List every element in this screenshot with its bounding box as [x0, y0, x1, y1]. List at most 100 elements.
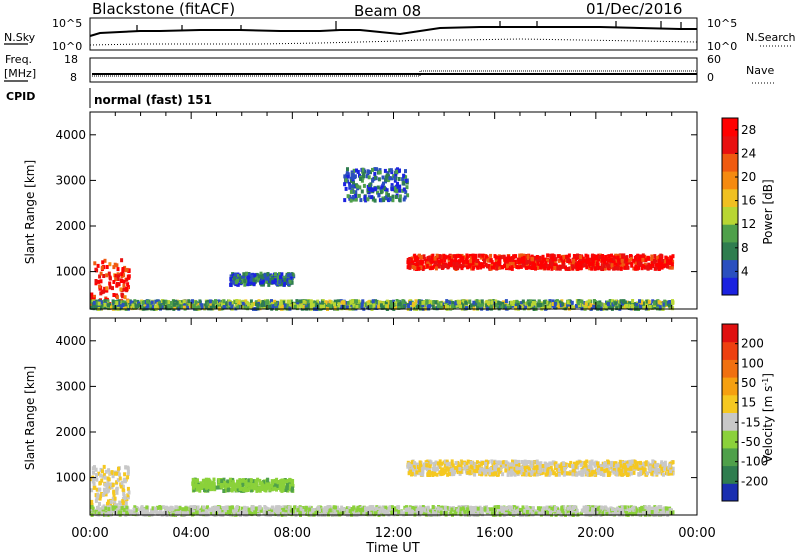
- echo-cell-4: [352, 305, 356, 310]
- echo-cell-4: [235, 299, 239, 303]
- echo-cell-3: [591, 256, 595, 261]
- echo-cell-2: [600, 467, 604, 472]
- echo-cell-2: [363, 195, 367, 200]
- echo-cell-2: [384, 177, 388, 182]
- echo-cell-3: [516, 257, 520, 262]
- echo-cell-2: [663, 460, 667, 465]
- echo-cell-2: [516, 470, 520, 475]
- echo-cell-4: [540, 305, 544, 310]
- echo-cell-2: [523, 459, 527, 464]
- colorbar-tick-label: 8: [741, 241, 749, 255]
- echo-cell-0: [107, 271, 111, 276]
- echo-cell-2: [527, 460, 531, 464]
- echo-cell-3: [448, 263, 452, 268]
- echo-cell-1: [229, 282, 233, 287]
- echo-cell-3: [525, 265, 528, 270]
- echo-cell-4: [609, 305, 613, 310]
- echo-cell-2: [502, 460, 506, 465]
- echo-cell-2: [619, 472, 623, 477]
- echo-cell-2: [402, 173, 406, 178]
- echo-cell-4: [180, 305, 184, 310]
- echo-cell-2: [646, 471, 649, 476]
- echo-cell-4: [651, 299, 655, 304]
- echo-cell-3: [602, 264, 606, 269]
- echo-cell-2: [614, 461, 618, 466]
- echo-cell-2: [503, 462, 507, 467]
- echo-cell-2: [549, 471, 553, 476]
- echo-cell-1: [226, 479, 230, 484]
- echo-cell-4: [230, 304, 234, 309]
- echo-cell-4: [623, 300, 627, 305]
- echo-cell-3: [659, 253, 663, 258]
- echo-cell-2: [621, 472, 625, 476]
- echo-cell-4: [375, 306, 379, 310]
- echo-cell-4: [367, 300, 371, 305]
- echo-cell-2: [577, 470, 581, 475]
- echo-cell-1: [233, 275, 236, 280]
- echo-cell-1: [270, 487, 274, 492]
- echo-cell-3: [622, 262, 626, 267]
- echo-cell-0: [102, 473, 106, 478]
- echo-cell-2: [583, 467, 587, 472]
- echo-cell-2: [512, 460, 516, 464]
- echo-cell-4: [543, 305, 547, 310]
- echo-cell-3: [531, 259, 535, 264]
- echo-cell-4: [345, 301, 349, 305]
- echo-cell-0: [108, 281, 112, 286]
- echo-cell-0: [91, 477, 95, 482]
- echo-cell-1: [245, 483, 249, 488]
- echo-cell-4: [580, 304, 584, 309]
- echo-cell-3: [556, 254, 560, 259]
- echo-cell-2: [516, 460, 520, 465]
- echo-cell-3: [637, 261, 641, 266]
- colorbar-tick-label: 12: [741, 217, 756, 231]
- echo-cell-3: [508, 266, 512, 271]
- echo-cell-4: [580, 306, 584, 311]
- nsky-spikes: [136, 21, 682, 31]
- echo-cell-2: [417, 471, 421, 476]
- echo-cell-4: [502, 304, 506, 309]
- echo-cell-4: [587, 302, 591, 307]
- echo-cell-2: [470, 460, 474, 465]
- echo-cell-3: [427, 255, 431, 260]
- echo-cell-4: [361, 299, 365, 304]
- echo-cell-2: [393, 186, 397, 191]
- echo-cell-2: [504, 460, 508, 465]
- echo-cell-2: [376, 185, 380, 190]
- echo-cell-4: [227, 299, 231, 304]
- echo-cell-0: [92, 485, 96, 490]
- echo-cell-3: [666, 264, 670, 269]
- echo-cell-4: [399, 305, 403, 310]
- colorbar-swatch: [722, 188, 738, 207]
- echo-cell-4: [511, 302, 515, 306]
- echo-cell-4: [149, 301, 152, 306]
- echo-cell-4: [92, 300, 96, 305]
- echo-cell-1: [267, 483, 271, 488]
- echo-cell-2: [453, 465, 457, 470]
- echo-cell-0: [95, 477, 99, 482]
- echo-cell-3: [483, 260, 486, 265]
- echo-cell-3: [634, 256, 638, 261]
- echo-cell-4: [167, 304, 171, 309]
- echo-cell-4: [633, 302, 637, 307]
- echo-cell-1: [259, 271, 263, 276]
- echo-cell-2: [520, 470, 524, 475]
- echo-cell-4: [311, 303, 315, 308]
- echo-cell-3: [412, 262, 416, 267]
- echo-cell-1: [259, 280, 263, 285]
- echo-cell-4: [115, 301, 119, 306]
- echo-cell-4: [413, 302, 417, 307]
- echo-cell-4: [413, 305, 417, 310]
- echo-cell-2: [636, 461, 640, 466]
- echo-cell-4: [635, 305, 639, 310]
- echo-cell-2: [367, 187, 371, 191]
- echo-cell-2: [387, 193, 390, 198]
- echo-cell-4: [347, 303, 351, 308]
- echo-cell-1: [236, 482, 240, 487]
- echo-cell-2: [468, 470, 472, 474]
- echo-cell-2: [435, 472, 439, 477]
- echo-cell-2: [404, 169, 407, 174]
- echo-cell-4: [571, 305, 575, 310]
- echo-cell-0: [105, 288, 109, 293]
- echo-cell-2: [465, 465, 469, 469]
